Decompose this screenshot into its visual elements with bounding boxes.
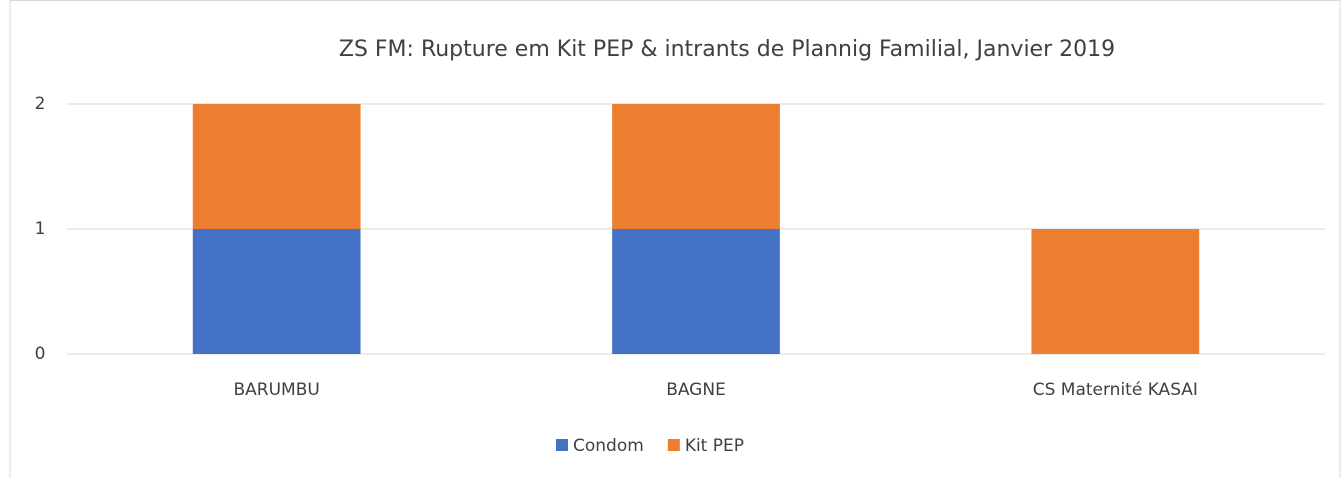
chart-title: ZS FM: Rupture em Kit PEP & intrants de … <box>339 37 1115 62</box>
y-tick-label: 2 <box>35 94 46 114</box>
legend-swatch <box>556 439 568 451</box>
y-tick-label: 1 <box>35 219 46 239</box>
x-tick-label: BAGNE <box>666 380 726 400</box>
x-tick-label: BARUMBU <box>234 380 320 400</box>
bar <box>1031 229 1200 354</box>
bar <box>192 229 361 354</box>
bar <box>192 104 361 229</box>
x-tick-label: CS Maternité KASAI <box>1033 380 1198 400</box>
legend-label: Kit PEP <box>685 436 744 456</box>
chart-border <box>9 0 1341 478</box>
bar <box>612 104 780 229</box>
legend-label: Condom <box>573 436 644 456</box>
bar <box>612 229 780 354</box>
legend-swatch <box>667 439 680 451</box>
y-tick-label: 0 <box>35 344 46 364</box>
